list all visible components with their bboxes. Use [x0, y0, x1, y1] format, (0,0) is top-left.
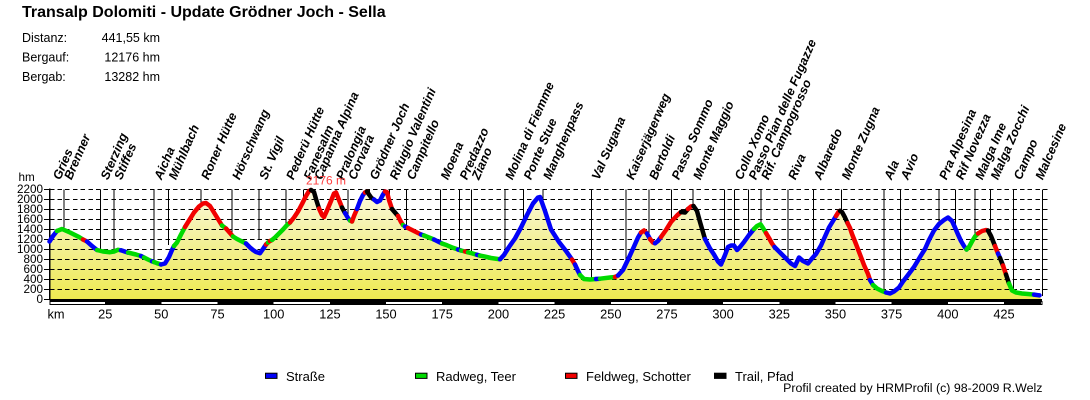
svg-text:Feldweg, Schotter: Feldweg, Schotter — [586, 369, 691, 384]
svg-text:13282 hm: 13282 hm — [104, 70, 160, 84]
svg-text:425: 425 — [993, 307, 1014, 322]
svg-text:0: 0 — [36, 293, 43, 306]
svg-text:25: 25 — [98, 307, 112, 322]
svg-text:Bergauf:: Bergauf: — [22, 51, 69, 65]
svg-text:200: 200 — [488, 307, 509, 322]
svg-text:Trail, Pfad: Trail, Pfad — [735, 369, 794, 384]
svg-text:2000: 2000 — [17, 193, 44, 206]
svg-text:400: 400 — [937, 307, 958, 322]
svg-text:300: 300 — [712, 307, 733, 322]
svg-text:Distanz:: Distanz: — [22, 31, 67, 45]
svg-text:225: 225 — [544, 307, 565, 322]
svg-text:350: 350 — [825, 307, 846, 322]
svg-text:Radweg, Teer: Radweg, Teer — [436, 369, 517, 384]
svg-text:2176 m: 2176 m — [306, 174, 346, 188]
svg-text:Profil created by HRMProfil (c: Profil created by HRMProfil (c) 98-2009 … — [783, 381, 1042, 395]
svg-text:Straße: Straße — [286, 369, 325, 384]
svg-text:1000: 1000 — [17, 243, 44, 256]
svg-text:600: 600 — [23, 263, 43, 276]
svg-text:1400: 1400 — [17, 223, 44, 236]
svg-text:375: 375 — [881, 307, 902, 322]
svg-text:75: 75 — [210, 307, 224, 322]
svg-text:200: 200 — [23, 283, 43, 296]
svg-text:km: km — [48, 307, 65, 322]
svg-text:Bergab:: Bergab: — [22, 70, 66, 84]
svg-text:1600: 1600 — [17, 213, 44, 226]
svg-text:175: 175 — [432, 307, 453, 322]
svg-text:275: 275 — [656, 307, 677, 322]
svg-text:Transalp Dolomiti - Update Grö: Transalp Dolomiti - Update Grödner Joch … — [22, 4, 386, 21]
svg-text:hm: hm — [19, 171, 35, 184]
svg-text:125: 125 — [319, 307, 340, 322]
svg-text:1800: 1800 — [17, 203, 44, 216]
svg-text:250: 250 — [600, 307, 621, 322]
svg-text:100: 100 — [263, 307, 284, 322]
svg-text:325: 325 — [769, 307, 790, 322]
svg-text:12176 hm: 12176 hm — [104, 51, 160, 65]
svg-text:1200: 1200 — [17, 233, 44, 246]
svg-text:400: 400 — [23, 273, 43, 286]
svg-text:50: 50 — [154, 307, 168, 322]
svg-text:800: 800 — [23, 253, 43, 266]
svg-text:441,55 km: 441,55 km — [102, 31, 160, 45]
svg-text:150: 150 — [375, 307, 396, 322]
svg-text:2200: 2200 — [17, 183, 44, 196]
